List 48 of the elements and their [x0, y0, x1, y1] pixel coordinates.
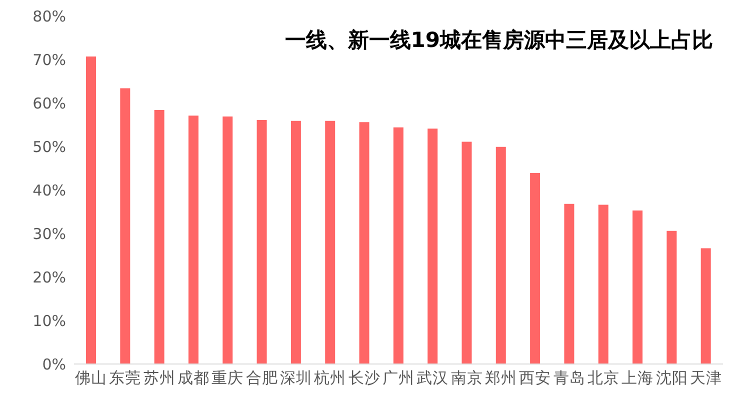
x-tick-label: 成都 — [178, 369, 210, 388]
y-tick-label: 10% — [32, 312, 66, 330]
y-tick-label: 40% — [32, 181, 66, 200]
x-tick-label: 上海 — [622, 369, 654, 388]
bar — [632, 210, 643, 364]
bar — [700, 248, 711, 364]
bar — [86, 56, 96, 364]
bar — [666, 230, 677, 364]
bar — [154, 110, 164, 364]
bar — [428, 128, 438, 364]
bar — [598, 204, 608, 364]
x-tick-label: 合肥 — [246, 369, 278, 388]
bar — [564, 204, 574, 364]
bar — [496, 146, 506, 364]
x-tick-label: 郑州 — [484, 369, 517, 388]
x-tick-label: 苏州 — [143, 369, 176, 388]
bar — [393, 127, 404, 364]
x-tick-label: 东莞 — [109, 369, 142, 388]
x-tick-label: 西安 — [519, 369, 552, 388]
y-tick-label: 30% — [32, 224, 66, 243]
text: 一线、新一线19城在售房源中三居及以上占比 — [284, 27, 713, 54]
x-tick-label: 重庆 — [212, 369, 244, 388]
x-tick-label: 广州 — [382, 369, 414, 388]
bar — [462, 142, 472, 364]
y-tick-label: 20% — [32, 268, 66, 286]
x-tick-label: 青岛 — [553, 369, 586, 388]
bar — [120, 88, 130, 364]
bar — [290, 120, 301, 364]
x-tick-label: 佛山 — [75, 369, 108, 388]
bar — [222, 116, 233, 364]
bar — [359, 122, 370, 364]
x-tick-label: 杭州 — [313, 369, 346, 388]
x-tick-label: 北京 — [587, 369, 620, 388]
bar — [325, 120, 336, 364]
bar — [256, 120, 267, 364]
y-tick-label: 0% — [42, 355, 66, 374]
x-tick-label: 深圳 — [280, 369, 312, 388]
x-tick-label: 武汉 — [416, 369, 449, 388]
x-tick-label: 天津 — [690, 369, 722, 388]
y-tick-label: 60% — [32, 94, 66, 112]
y-tick-label: 80% — [32, 7, 66, 26]
bar — [530, 173, 540, 364]
x-tick-label: 长沙 — [348, 369, 380, 388]
x-tick-label: 南京 — [450, 369, 483, 388]
y-tick-label: 50% — [32, 138, 66, 156]
y-tick-label: 70% — [32, 50, 66, 69]
bar — [188, 116, 198, 364]
x-tick-label: 沈阳 — [656, 369, 688, 388]
